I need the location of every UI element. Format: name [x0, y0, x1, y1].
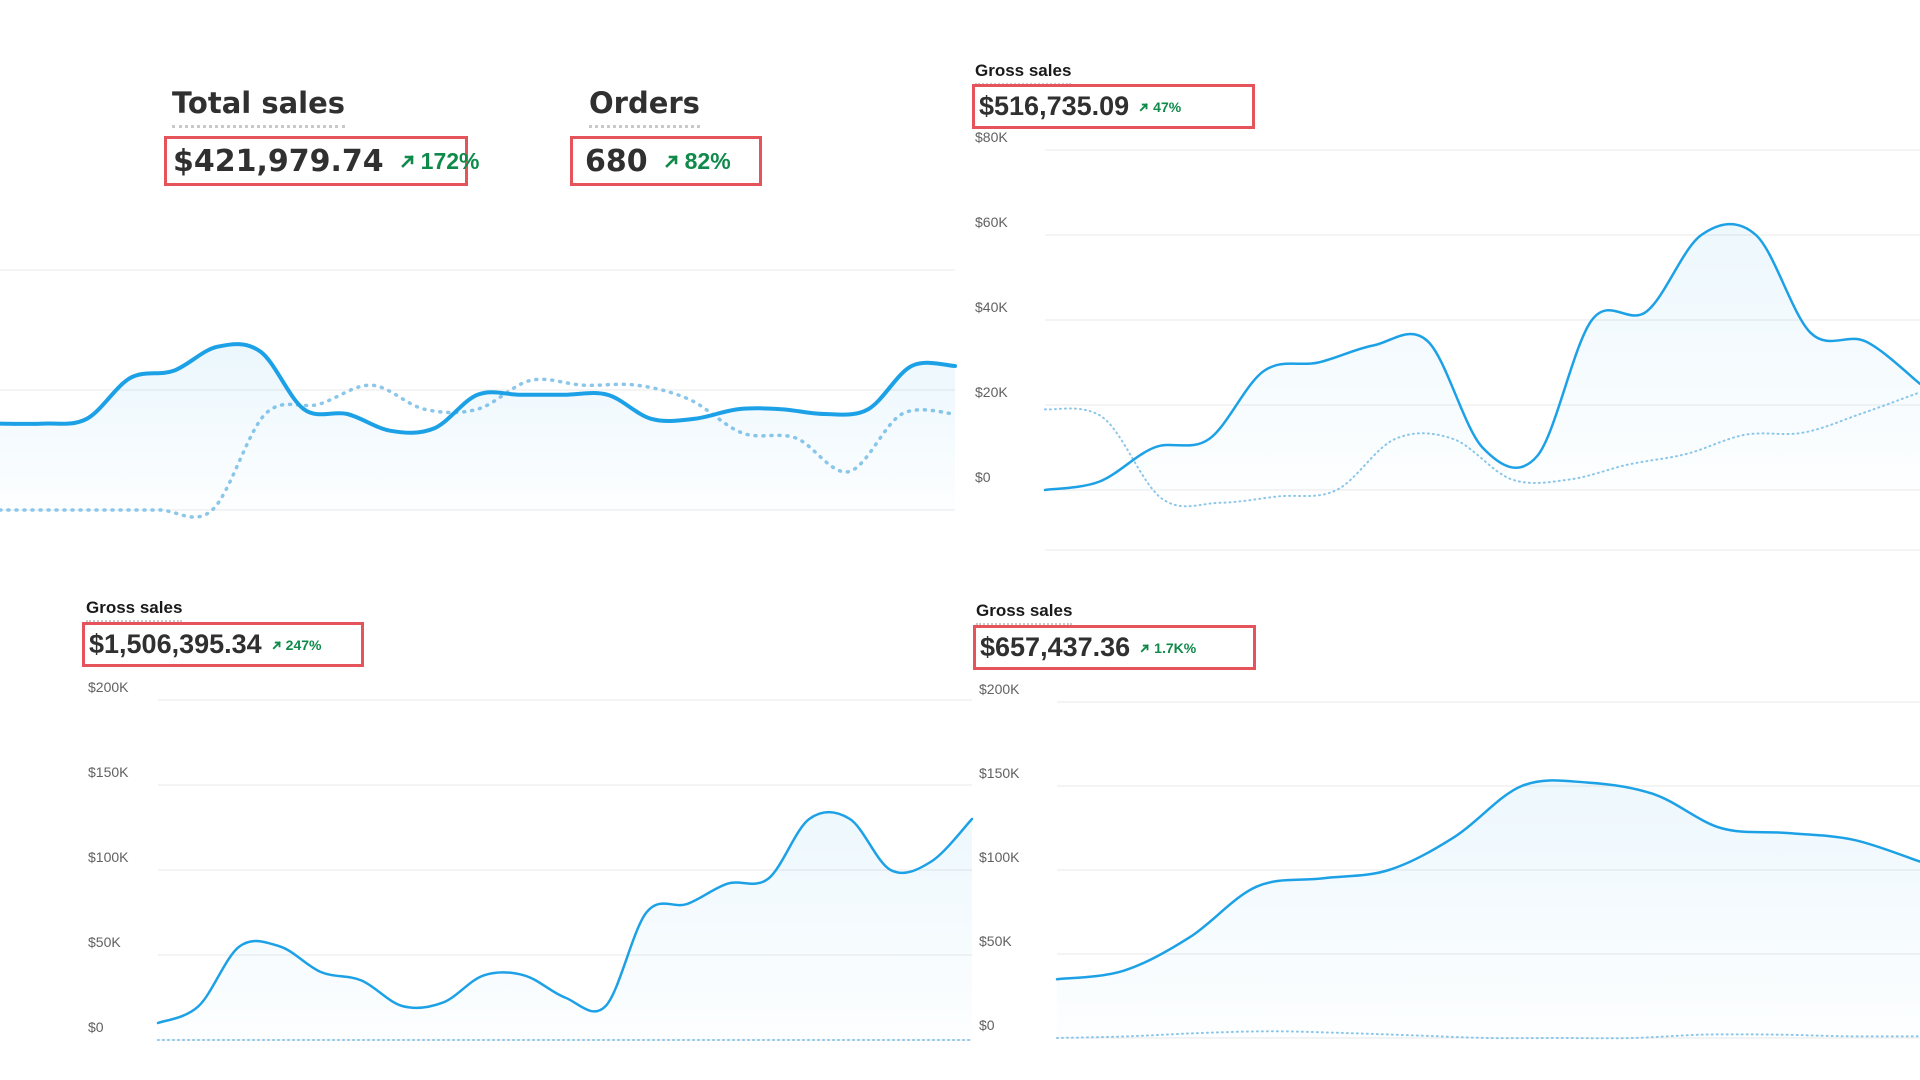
y-tick-label: $50K: [979, 933, 1012, 949]
metric-orders-title[interactable]: Orders: [589, 86, 700, 128]
y-tick-label: $0: [88, 1019, 104, 1035]
y-tick-label: $50K: [88, 934, 121, 950]
metric-total-sales-box: $421,979.74 172%: [164, 136, 480, 186]
panel-overview: Total sales $421,979.74 172% Orders 680 …: [0, 0, 957, 540]
gross-sales-value: $657,437.36: [980, 632, 1131, 662]
series-area: [0, 344, 955, 510]
y-tick-label: $0: [979, 1017, 995, 1033]
panel-gross-sales-3: Gross sales $657,437.36 1.7K% $0 $50K $100…: [955, 560, 1920, 1080]
y-tick-label: $20K: [975, 384, 1008, 400]
total-sales-chart: [0, 269, 957, 519]
gross-sales-delta: 47%: [1139, 99, 1181, 115]
metric-orders-box: 680 82%: [570, 136, 762, 186]
series-line: [1055, 779, 1920, 981]
y-tick-label: $40K: [975, 299, 1008, 315]
y-tick-label: $100K: [979, 849, 1020, 865]
series-area: [1045, 224, 1920, 490]
y-tick-label: $150K: [979, 765, 1020, 781]
total-sales-delta: 172%: [400, 148, 480, 175]
y-tick-label: $200K: [979, 681, 1020, 697]
arrow-up-right-icon: [400, 148, 416, 175]
orders-value: 680: [585, 143, 648, 179]
y-tick-label: $80K: [975, 129, 1008, 145]
gross-sales-delta: 247%: [272, 637, 321, 653]
series-area: [1057, 780, 1920, 1038]
arrow-up-right-icon: [664, 148, 680, 175]
gross-sales-chart-2: $0 $50K $100K $150K $200K: [88, 679, 974, 1041]
arrow-up-right-icon: [1139, 99, 1149, 115]
comparison-series-line: [0, 377, 957, 519]
y-tick-label: $0: [975, 469, 991, 485]
series-line: [0, 342, 957, 435]
gross-sales-value-box: $516,735.09 47%: [972, 84, 1255, 129]
orders-delta: 82%: [664, 148, 731, 175]
y-tick-label: $60K: [975, 214, 1008, 230]
y-tick-label: $100K: [88, 849, 129, 865]
gross-sales-delta: 1.7K%: [1140, 640, 1196, 656]
gross-sales-value-box: $1,506,395.34 247%: [82, 622, 364, 667]
y-tick-label: $150K: [88, 764, 129, 780]
gross-sales-value-box: $657,437.36 1.7K%: [973, 625, 1256, 670]
gross-sales-title[interactable]: Gross sales: [86, 598, 183, 623]
gross-sales-title[interactable]: Gross sales: [975, 61, 1072, 86]
gross-sales-value: $516,735.09: [979, 91, 1130, 121]
y-tick-label: $200K: [88, 679, 129, 695]
panel-gross-sales-1: Gross sales $516,735.09 47% $0 $20K $40K $6…: [955, 0, 1920, 560]
gross-sales-chart-3: $0 $50K $100K $150K $200K: [979, 681, 1920, 1040]
panel-gross-sales-2: Gross sales $1,506,395.34 247% $0 $50K $10…: [0, 560, 980, 1080]
gross-sales-title[interactable]: Gross sales: [976, 601, 1073, 626]
metric-total-sales-title[interactable]: Total sales: [172, 86, 346, 128]
series-area: [158, 812, 972, 1040]
series-line: [1043, 222, 1920, 492]
arrow-up-right-icon: [1140, 640, 1150, 656]
gross-sales-chart-1: $0 $20K $40K $60K $80K: [975, 129, 1920, 551]
arrow-up-right-icon: [272, 637, 282, 653]
total-sales-value: $421,979.74: [173, 143, 384, 179]
gross-sales-value: $1,506,395.34: [89, 629, 262, 659]
series-line: [156, 810, 974, 1025]
